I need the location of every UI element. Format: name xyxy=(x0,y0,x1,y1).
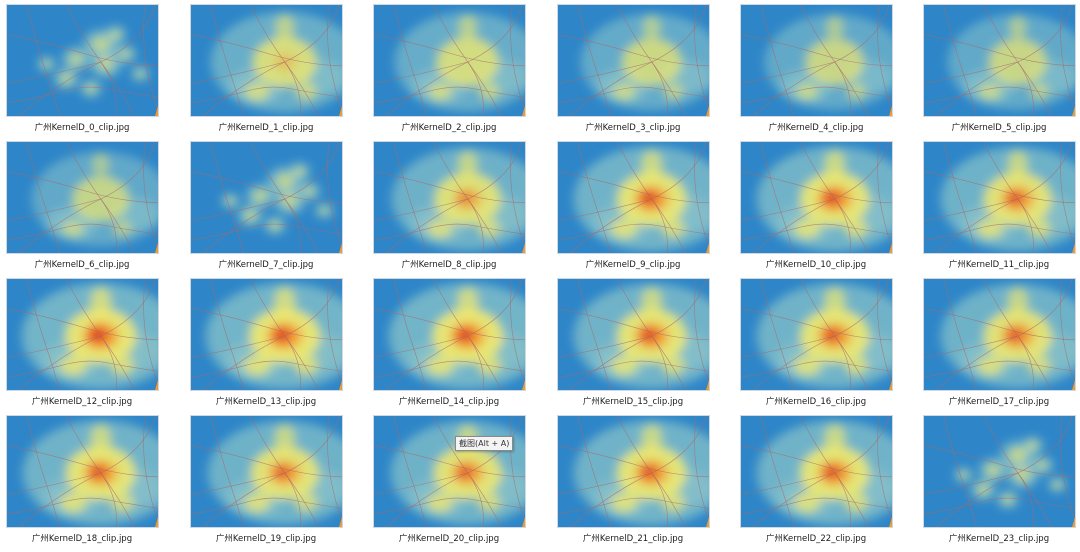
heatmap-image xyxy=(924,5,1075,116)
file-name-label: 广州KernelD_23_clip.jpg xyxy=(948,534,1050,544)
heatmap-image xyxy=(191,279,342,390)
heatmap-image xyxy=(924,279,1075,390)
file-item[interactable]: 广州KernelD_13_clip.jpg xyxy=(184,274,348,407)
file-name-label: 广州KernelD_20_clip.jpg xyxy=(398,534,500,544)
file-item[interactable]: 广州KernelD_6_clip.jpg xyxy=(0,137,164,270)
heatmap-image xyxy=(924,416,1075,527)
heatmap-thumbnail[interactable] xyxy=(923,415,1076,528)
file-item[interactable]: 广州KernelD_5_clip.jpg xyxy=(917,0,1080,133)
file-name-label: 广州KernelD_10_clip.jpg xyxy=(765,260,867,270)
file-item[interactable]: 广州KernelD_21_clip.jpg xyxy=(551,411,715,544)
heatmap-image xyxy=(374,5,525,116)
heatmap-image xyxy=(741,279,892,390)
file-item[interactable]: 广州KernelD_11_clip.jpg xyxy=(917,137,1080,270)
heatmap-thumbnail[interactable] xyxy=(740,415,893,528)
file-name-label: 广州KernelD_14_clip.jpg xyxy=(398,397,500,407)
heatmap-thumbnail[interactable] xyxy=(6,415,159,528)
file-item[interactable]: 广州KernelD_18_clip.jpg xyxy=(0,411,164,544)
heatmap-image xyxy=(374,142,525,253)
heatmap-thumbnail[interactable] xyxy=(6,4,159,117)
file-name-label: 广州KernelD_7_clip.jpg xyxy=(218,260,314,270)
heatmap-thumbnail[interactable] xyxy=(740,278,893,391)
file-item[interactable]: 广州KernelD_20_clip.jpg xyxy=(367,411,531,544)
heatmap-image xyxy=(741,142,892,253)
heatmap-thumbnail[interactable] xyxy=(557,4,710,117)
file-item[interactable]: 广州KernelD_23_clip.jpg xyxy=(917,411,1080,544)
file-item[interactable]: 广州KernelD_9_clip.jpg xyxy=(551,137,715,270)
heatmap-image xyxy=(7,279,158,390)
heatmap-thumbnail[interactable] xyxy=(373,415,526,528)
file-name-label: 广州KernelD_2_clip.jpg xyxy=(401,123,497,133)
heatmap-image xyxy=(558,5,709,116)
file-name-label: 广州KernelD_12_clip.jpg xyxy=(31,397,133,407)
file-item[interactable]: 广州KernelD_10_clip.jpg xyxy=(734,137,898,270)
file-name-label: 广州KernelD_17_clip.jpg xyxy=(948,397,1050,407)
file-item[interactable]: 广州KernelD_19_clip.jpg xyxy=(184,411,348,544)
heatmap-thumbnail[interactable] xyxy=(557,278,710,391)
heatmap-image xyxy=(7,5,158,116)
file-name-label: 广州KernelD_11_clip.jpg xyxy=(948,260,1050,270)
file-name-label: 广州KernelD_18_clip.jpg xyxy=(31,534,133,544)
file-item[interactable]: 广州KernelD_3_clip.jpg xyxy=(551,0,715,133)
heatmap-thumbnail[interactable] xyxy=(373,141,526,254)
file-name-label: 广州KernelD_22_clip.jpg xyxy=(765,534,867,544)
heatmap-image xyxy=(558,142,709,253)
heatmap-thumbnail[interactable] xyxy=(557,141,710,254)
heatmap-thumbnail[interactable] xyxy=(6,278,159,391)
file-name-label: 广州KernelD_6_clip.jpg xyxy=(34,260,130,270)
file-name-label: 广州KernelD_1_clip.jpg xyxy=(218,123,314,133)
file-name-label: 广州KernelD_8_clip.jpg xyxy=(401,260,497,270)
heatmap-thumbnail[interactable] xyxy=(190,415,343,528)
heatmap-image xyxy=(191,142,342,253)
heatmap-image xyxy=(7,142,158,253)
heatmap-image xyxy=(741,416,892,527)
file-name-label: 广州KernelD_13_clip.jpg xyxy=(215,397,317,407)
heatmap-thumbnail[interactable] xyxy=(190,141,343,254)
heatmap-image xyxy=(191,416,342,527)
file-item[interactable]: 广州KernelD_22_clip.jpg xyxy=(734,411,898,544)
heatmap-thumbnail[interactable] xyxy=(6,141,159,254)
heatmap-thumbnail[interactable] xyxy=(923,4,1076,117)
heatmap-thumbnail[interactable] xyxy=(373,4,526,117)
file-name-label: 广州KernelD_4_clip.jpg xyxy=(768,123,864,133)
heatmap-thumbnail[interactable] xyxy=(190,4,343,117)
heatmap-thumbnail[interactable] xyxy=(740,4,893,117)
screenshot-tooltip: 截图(Alt + A) xyxy=(455,436,514,451)
file-item[interactable]: 广州KernelD_17_clip.jpg xyxy=(917,274,1080,407)
heatmap-image xyxy=(741,5,892,116)
file-name-label: 广州KernelD_5_clip.jpg xyxy=(951,123,1047,133)
heatmap-thumbnail[interactable] xyxy=(557,415,710,528)
file-item[interactable]: 广州KernelD_16_clip.jpg xyxy=(734,274,898,407)
file-item[interactable]: 广州KernelD_12_clip.jpg xyxy=(0,274,164,407)
heatmap-image xyxy=(191,5,342,116)
heatmap-image xyxy=(7,416,158,527)
heatmap-thumbnail[interactable] xyxy=(190,278,343,391)
file-name-label: 广州KernelD_3_clip.jpg xyxy=(585,123,681,133)
file-name-label: 广州KernelD_9_clip.jpg xyxy=(585,260,681,270)
file-name-label: 广州KernelD_15_clip.jpg xyxy=(582,397,684,407)
file-item[interactable]: 广州KernelD_1_clip.jpg xyxy=(184,0,348,133)
file-name-label: 广州KernelD_21_clip.jpg xyxy=(582,534,684,544)
file-item[interactable]: 广州KernelD_7_clip.jpg xyxy=(184,137,348,270)
file-item[interactable]: 广州KernelD_2_clip.jpg xyxy=(367,0,531,133)
heatmap-thumbnail[interactable] xyxy=(923,141,1076,254)
heatmap-image xyxy=(558,279,709,390)
heatmap-thumbnail[interactable] xyxy=(373,278,526,391)
file-item[interactable]: 广州KernelD_15_clip.jpg xyxy=(551,274,715,407)
file-item[interactable]: 广州KernelD_4_clip.jpg xyxy=(734,0,898,133)
file-item[interactable]: 广州KernelD_14_clip.jpg xyxy=(367,274,531,407)
heatmap-image xyxy=(374,416,525,527)
heatmap-image xyxy=(924,142,1075,253)
file-name-label: 广州KernelD_19_clip.jpg xyxy=(215,534,317,544)
file-item[interactable]: 广州KernelD_8_clip.jpg xyxy=(367,137,531,270)
heatmap-image xyxy=(374,279,525,390)
file-name-label: 广州KernelD_0_clip.jpg xyxy=(34,123,130,133)
file-name-label: 广州KernelD_16_clip.jpg xyxy=(765,397,867,407)
heatmap-image xyxy=(558,416,709,527)
file-item[interactable]: 广州KernelD_0_clip.jpg xyxy=(0,0,164,133)
heatmap-thumbnail[interactable] xyxy=(740,141,893,254)
heatmap-thumbnail[interactable] xyxy=(923,278,1076,391)
